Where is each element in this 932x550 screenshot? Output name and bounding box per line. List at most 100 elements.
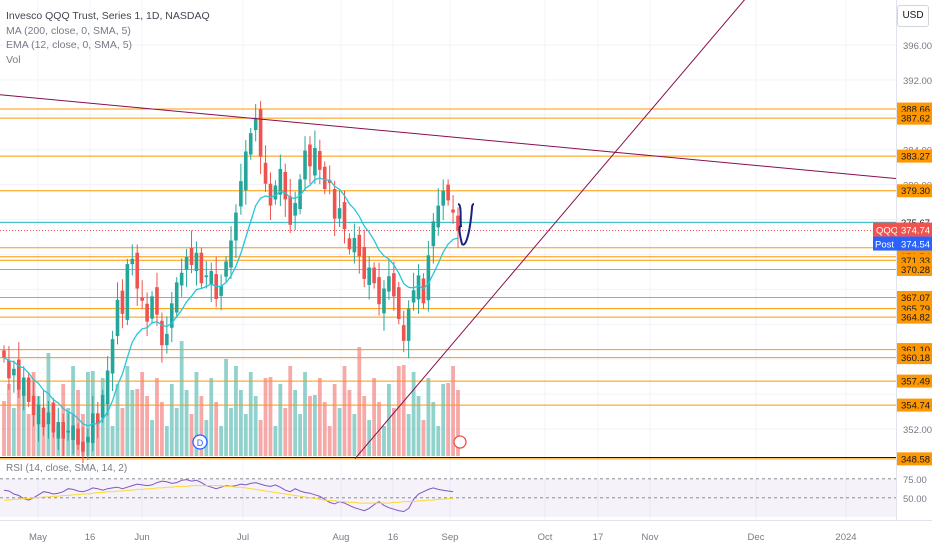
volume-bar bbox=[7, 384, 11, 456]
volume-bar bbox=[11, 408, 16, 456]
volume-bar bbox=[140, 372, 145, 456]
volume-bar bbox=[347, 390, 352, 456]
volume-bar bbox=[248, 372, 253, 456]
candle-body bbox=[86, 436, 90, 443]
candles bbox=[2, 100, 460, 464]
volume-bar bbox=[377, 402, 381, 456]
level-label-bg bbox=[897, 262, 932, 276]
volume-bar bbox=[229, 408, 233, 456]
candle-body bbox=[120, 290, 125, 314]
price-axis: 396.00392.00384.00380.00352.00388.66387.… bbox=[873, 41, 932, 466]
candle-body bbox=[318, 151, 322, 170]
volume-bar bbox=[357, 347, 362, 456]
volume-bar bbox=[21, 390, 26, 456]
volume-bar bbox=[441, 384, 446, 456]
candle-body bbox=[406, 308, 411, 341]
volume-bar bbox=[85, 372, 90, 456]
candle-body bbox=[209, 271, 214, 285]
candle-body bbox=[322, 166, 327, 189]
rsi-legend[interactable]: RSI (14, close, SMA, 14, 2) bbox=[6, 463, 128, 474]
candle-body bbox=[12, 368, 16, 376]
candle-body bbox=[293, 202, 297, 216]
volume-bar bbox=[352, 414, 357, 456]
volume-bar bbox=[125, 366, 130, 456]
time-tick-label: 2024 bbox=[835, 532, 856, 543]
handdrawn-annotation bbox=[457, 203, 475, 246]
candle-body bbox=[26, 377, 31, 402]
dividend-marker bbox=[192, 434, 208, 450]
price-tick-label: 352.00 bbox=[903, 425, 932, 436]
volume-bar bbox=[322, 402, 327, 456]
ema-line bbox=[3, 177, 459, 427]
candle-body bbox=[110, 339, 115, 374]
volume-bar bbox=[372, 378, 377, 456]
candle-body bbox=[125, 264, 130, 320]
candle-body bbox=[36, 404, 41, 425]
volume-bar bbox=[362, 396, 367, 456]
candle-body bbox=[219, 285, 223, 296]
candle-body bbox=[239, 181, 243, 207]
candle-body bbox=[401, 325, 406, 341]
candle-body bbox=[91, 413, 95, 443]
time-tick-label: May bbox=[29, 532, 47, 543]
time-tick-label: Nov bbox=[642, 532, 659, 543]
legend-ema[interactable]: EMA (12, close, 0, SMA, 5) bbox=[6, 39, 133, 51]
candle-body bbox=[263, 162, 268, 184]
candle-body bbox=[140, 297, 144, 301]
trendlines bbox=[0, 0, 897, 459]
legend-symbol[interactable]: Invesco QQQ Trust, Series 1, 1D, NASDAQ bbox=[6, 10, 210, 22]
grid-lines bbox=[0, 0, 932, 521]
volume-bar bbox=[234, 366, 238, 456]
candle-body bbox=[229, 240, 233, 268]
volume-bar bbox=[411, 372, 416, 456]
level-label: 367.07 bbox=[901, 293, 930, 304]
volume-bar bbox=[268, 377, 273, 456]
candle-body bbox=[303, 150, 307, 180]
candle-body bbox=[392, 273, 396, 297]
legend-vol[interactable]: Vol bbox=[6, 53, 21, 66]
level-label: 354.74 bbox=[901, 401, 930, 412]
volume-bar bbox=[421, 420, 426, 456]
earnings-marker bbox=[453, 435, 467, 449]
post-tag-bg bbox=[873, 236, 897, 251]
candle-body bbox=[377, 277, 381, 305]
trendline-ascending bbox=[354, 0, 745, 459]
candle-body bbox=[342, 202, 347, 230]
candle-body bbox=[436, 205, 441, 228]
price-tick-label: 396.00 bbox=[903, 41, 932, 52]
candle-body bbox=[283, 171, 288, 200]
ema-path bbox=[3, 177, 459, 427]
volume-bar bbox=[16, 366, 21, 456]
volume-bar bbox=[387, 384, 391, 456]
volume-bar bbox=[120, 408, 125, 456]
candle-body bbox=[396, 287, 401, 320]
level-label: 379.30 bbox=[901, 186, 930, 197]
candle-body bbox=[51, 403, 56, 433]
level-label: 383.27 bbox=[901, 152, 930, 163]
volume-bar bbox=[436, 426, 441, 456]
volume-bar bbox=[253, 396, 258, 456]
volume-bar bbox=[303, 372, 307, 456]
currency-button[interactable]: USD bbox=[897, 5, 929, 27]
post-price-bg bbox=[897, 236, 932, 251]
candle-body bbox=[2, 350, 6, 358]
volume-bar bbox=[26, 414, 31, 456]
volume-bar bbox=[451, 366, 455, 456]
volume-bar bbox=[194, 372, 199, 456]
volume-bar bbox=[382, 426, 386, 456]
dividend-marker-letter: D bbox=[197, 438, 204, 448]
volume-bar bbox=[401, 365, 406, 456]
level-label-bg bbox=[897, 111, 932, 125]
volume-bars bbox=[2, 341, 460, 456]
candle-body bbox=[441, 190, 445, 206]
candle-body bbox=[337, 208, 342, 219]
level-label: 371.33 bbox=[901, 256, 930, 267]
candle-body bbox=[61, 422, 66, 439]
time-tick-label: 17 bbox=[593, 532, 604, 543]
candle-body bbox=[155, 287, 159, 315]
level-label: 348.58 bbox=[901, 454, 930, 465]
qqq-tag-bg bbox=[873, 222, 897, 237]
volume-bar bbox=[199, 396, 204, 456]
legend-ma[interactable]: MA (200, close, 0, SMA, 5) bbox=[6, 24, 131, 37]
